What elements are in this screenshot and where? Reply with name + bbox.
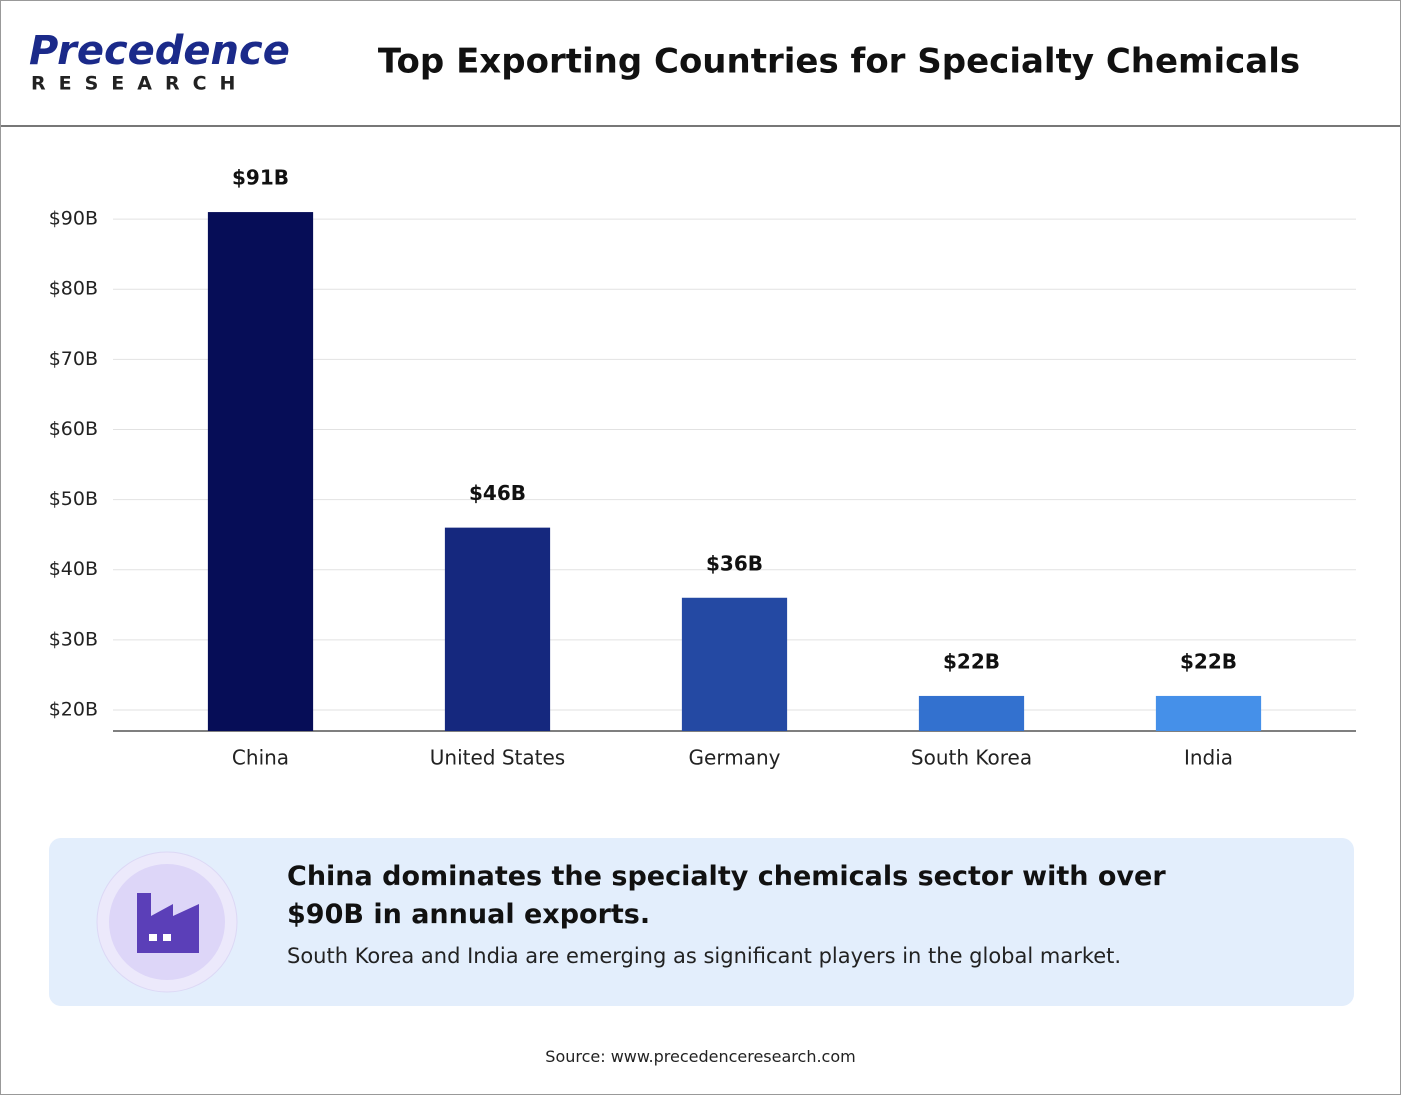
bar [207, 212, 314, 731]
bar [918, 695, 1025, 731]
y-tick-label: $30B [49, 628, 98, 650]
chart-title: Top Exporting Countries for Specialty Ch… [378, 42, 1300, 82]
bar [444, 527, 551, 731]
value-label: $22B [943, 649, 1000, 673]
value-label: $91B [232, 166, 289, 190]
x-tick-label: United States [430, 746, 565, 770]
bar [1155, 695, 1262, 731]
x-tick-label: Germany [689, 746, 781, 770]
y-tick-label: $80B [49, 278, 98, 300]
y-tick-label: $60B [49, 418, 98, 440]
x-tick-label: India [1184, 746, 1233, 770]
value-label: $46B [469, 481, 526, 505]
source: Source: www.precedenceresearch.com [545, 1047, 856, 1066]
x-tick-label: China [232, 746, 289, 770]
bar [681, 597, 788, 731]
insight-headline: China dominates the specialty chemicals … [287, 861, 1166, 930]
insight-box: China dominates the specialty chemicals … [49, 838, 1354, 1006]
y-tick-label: $40B [49, 558, 98, 580]
x-tick-label: South Korea [911, 746, 1032, 770]
y-tick-label: $50B [49, 488, 98, 510]
chart: Precedence RESEARCH Top Exporting Countr… [1, 28, 1400, 770]
logo-main: Precedence [29, 28, 290, 74]
y-tick-label: $90B [49, 208, 98, 230]
value-label: $36B [706, 551, 763, 575]
value-label: $22B [1180, 649, 1237, 673]
y-tick-label: $70B [49, 348, 98, 370]
logo-sub: RESEARCH [31, 73, 248, 95]
factory-icon [96, 851, 238, 993]
y-tick-label: $20B [49, 698, 98, 720]
insight-detail: South Korea and India are emerging as si… [287, 944, 1122, 968]
